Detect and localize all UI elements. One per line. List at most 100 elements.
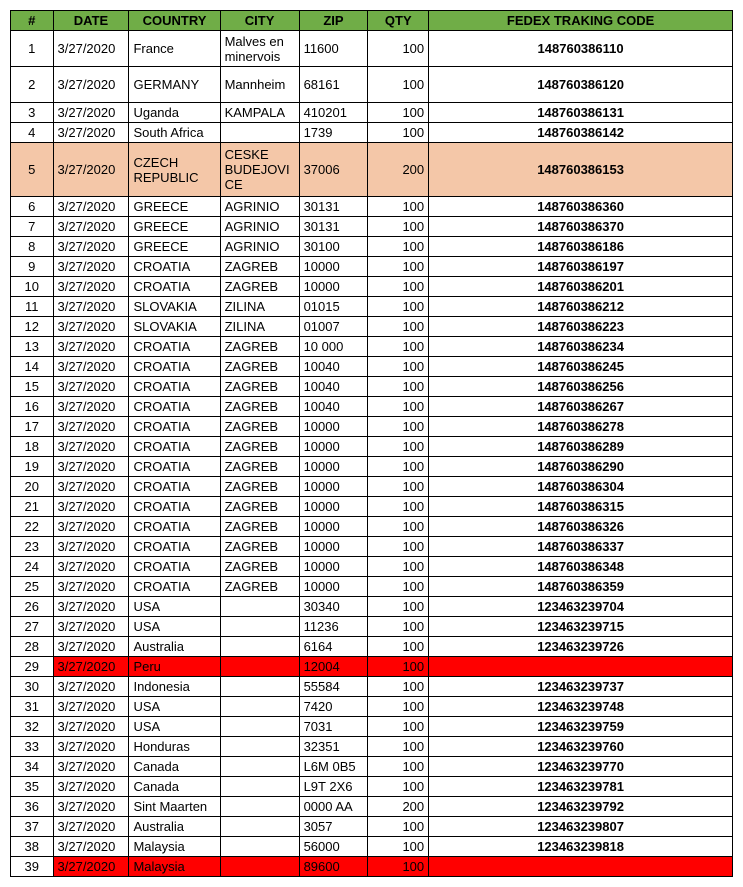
cell-num: 6 bbox=[11, 197, 54, 217]
cell-zip: 37006 bbox=[299, 143, 368, 197]
cell-city: ZAGREB bbox=[220, 357, 299, 377]
table-row: 163/27/2020CROATIAZAGREB1004010014876038… bbox=[11, 397, 733, 417]
cell-track: 148760386245 bbox=[429, 357, 733, 377]
cell-date: 3/27/2020 bbox=[53, 497, 129, 517]
cell-city: ZAGREB bbox=[220, 437, 299, 457]
cell-qty: 200 bbox=[368, 143, 429, 197]
cell-date: 3/27/2020 bbox=[53, 757, 129, 777]
cell-country: GERMANY bbox=[129, 67, 220, 103]
cell-zip: 12004 bbox=[299, 657, 368, 677]
cell-num: 28 bbox=[11, 637, 54, 657]
col-header-date: DATE bbox=[53, 11, 129, 31]
cell-zip: 01015 bbox=[299, 297, 368, 317]
table-row: 293/27/2020Peru12004100 bbox=[11, 657, 733, 677]
cell-date: 3/27/2020 bbox=[53, 857, 129, 877]
cell-country: USA bbox=[129, 717, 220, 737]
cell-num: 8 bbox=[11, 237, 54, 257]
cell-zip: 410201 bbox=[299, 103, 368, 123]
cell-num: 19 bbox=[11, 457, 54, 477]
cell-num: 21 bbox=[11, 497, 54, 517]
cell-date: 3/27/2020 bbox=[53, 617, 129, 637]
cell-date: 3/27/2020 bbox=[53, 417, 129, 437]
table-row: 333/27/2020Honduras32351100123463239760 bbox=[11, 737, 733, 757]
cell-qty: 100 bbox=[368, 737, 429, 757]
cell-num: 29 bbox=[11, 657, 54, 677]
cell-zip: 10000 bbox=[299, 257, 368, 277]
cell-num: 12 bbox=[11, 317, 54, 337]
table-row: 183/27/2020CROATIAZAGREB1000010014876038… bbox=[11, 437, 733, 457]
cell-city: ZAGREB bbox=[220, 377, 299, 397]
cell-date: 3/27/2020 bbox=[53, 437, 129, 457]
cell-track: 148760386348 bbox=[429, 557, 733, 577]
cell-num: 5 bbox=[11, 143, 54, 197]
cell-track bbox=[429, 857, 733, 877]
table-row: 243/27/2020CROATIAZAGREB1000010014876038… bbox=[11, 557, 733, 577]
cell-date: 3/27/2020 bbox=[53, 123, 129, 143]
cell-city: AGRINIO bbox=[220, 237, 299, 257]
cell-zip: 11600 bbox=[299, 31, 368, 67]
table-row: 213/27/2020CROATIAZAGREB1000010014876038… bbox=[11, 497, 733, 517]
table-row: 73/27/2020GREECEAGRINIO30131100148760386… bbox=[11, 217, 733, 237]
cell-country: CROATIA bbox=[129, 577, 220, 597]
cell-track: 123463239759 bbox=[429, 717, 733, 737]
cell-zip: 01007 bbox=[299, 317, 368, 337]
cell-date: 3/27/2020 bbox=[53, 257, 129, 277]
cell-date: 3/27/2020 bbox=[53, 557, 129, 577]
cell-country: GREECE bbox=[129, 197, 220, 217]
cell-zip: 10000 bbox=[299, 437, 368, 457]
cell-city bbox=[220, 657, 299, 677]
cell-qty: 100 bbox=[368, 237, 429, 257]
table-row: 83/27/2020GREECEAGRINIO30100100148760386… bbox=[11, 237, 733, 257]
table-row: 343/27/2020CanadaL6M 0B5100123463239770 bbox=[11, 757, 733, 777]
cell-country: CROATIA bbox=[129, 477, 220, 497]
table-body: 13/27/2020FranceMalves en minervois11600… bbox=[11, 31, 733, 877]
cell-city: AGRINIO bbox=[220, 217, 299, 237]
shipment-table: #DATECOUNTRYCITYZIPQTYFEDEX TRAKING CODE… bbox=[10, 10, 733, 877]
cell-num: 17 bbox=[11, 417, 54, 437]
cell-num: 3 bbox=[11, 103, 54, 123]
cell-qty: 100 bbox=[368, 697, 429, 717]
cell-date: 3/27/2020 bbox=[53, 277, 129, 297]
cell-zip: 0000 AA bbox=[299, 797, 368, 817]
cell-qty: 100 bbox=[368, 297, 429, 317]
cell-date: 3/27/2020 bbox=[53, 597, 129, 617]
cell-num: 23 bbox=[11, 537, 54, 557]
cell-date: 3/27/2020 bbox=[53, 377, 129, 397]
cell-qty: 100 bbox=[368, 457, 429, 477]
cell-zip: 10000 bbox=[299, 497, 368, 517]
cell-city: ZAGREB bbox=[220, 537, 299, 557]
cell-country: Malaysia bbox=[129, 837, 220, 857]
cell-track: 123463239781 bbox=[429, 777, 733, 797]
cell-num: 31 bbox=[11, 697, 54, 717]
cell-num: 18 bbox=[11, 437, 54, 457]
table-row: 63/27/2020GREECEAGRINIO30131100148760386… bbox=[11, 197, 733, 217]
cell-zip: 10000 bbox=[299, 537, 368, 557]
cell-num: 1 bbox=[11, 31, 54, 67]
cell-zip: 30131 bbox=[299, 197, 368, 217]
cell-qty: 100 bbox=[368, 557, 429, 577]
cell-qty: 100 bbox=[368, 123, 429, 143]
cell-city bbox=[220, 123, 299, 143]
cell-city bbox=[220, 817, 299, 837]
cell-track: 148760386290 bbox=[429, 457, 733, 477]
table-row: 253/27/2020CROATIAZAGREB1000010014876038… bbox=[11, 577, 733, 597]
cell-city: CESKE BUDEJOVICE bbox=[220, 143, 299, 197]
cell-track: 148760386360 bbox=[429, 197, 733, 217]
cell-track: 148760386370 bbox=[429, 217, 733, 237]
table-row: 43/27/2020South Africa173910014876038614… bbox=[11, 123, 733, 143]
cell-city bbox=[220, 597, 299, 617]
cell-track: 123463239726 bbox=[429, 637, 733, 657]
cell-num: 37 bbox=[11, 817, 54, 837]
table-row: 283/27/2020Australia6164100123463239726 bbox=[11, 637, 733, 657]
cell-zip: 30340 bbox=[299, 597, 368, 617]
cell-num: 4 bbox=[11, 123, 54, 143]
cell-zip: 10000 bbox=[299, 517, 368, 537]
table-header-row: #DATECOUNTRYCITYZIPQTYFEDEX TRAKING CODE bbox=[11, 11, 733, 31]
cell-track: 123463239770 bbox=[429, 757, 733, 777]
cell-city: ZILINA bbox=[220, 317, 299, 337]
cell-qty: 100 bbox=[368, 777, 429, 797]
cell-qty: 100 bbox=[368, 437, 429, 457]
cell-country: CZECH REPUBLIC bbox=[129, 143, 220, 197]
cell-zip: 1739 bbox=[299, 123, 368, 143]
col-header-qty: QTY bbox=[368, 11, 429, 31]
